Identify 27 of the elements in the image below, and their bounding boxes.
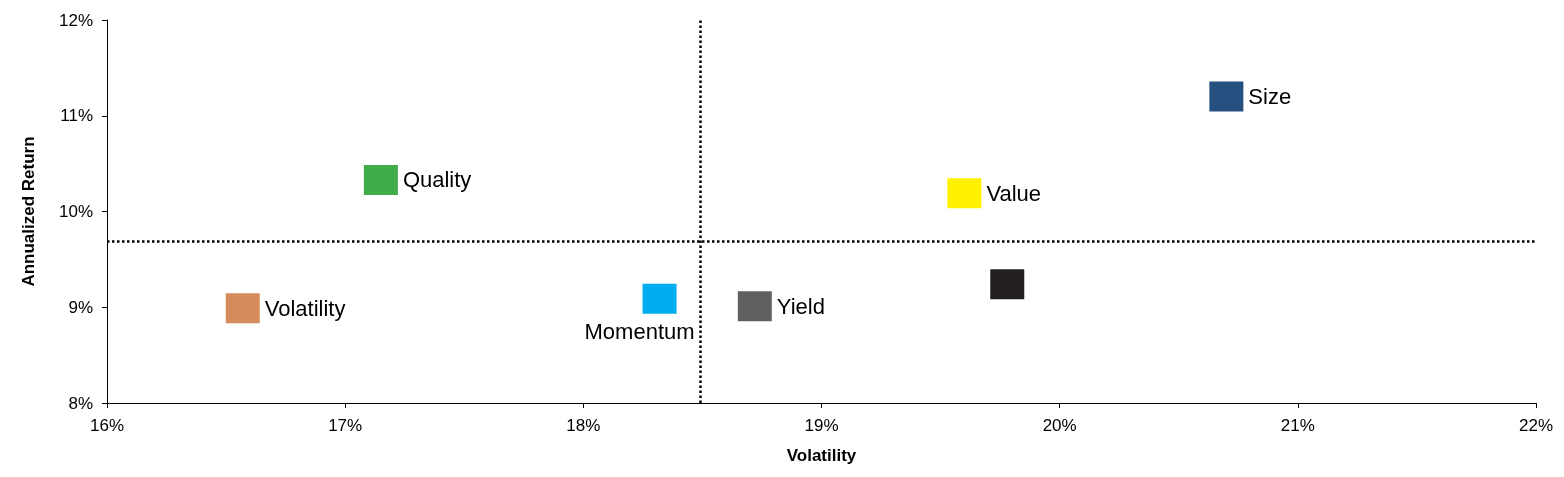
x-tick-label: 18%	[566, 416, 601, 435]
y-tick-label: 9%	[68, 297, 93, 317]
y-axis-title: Annualized Return	[19, 136, 38, 287]
x-tick-label: 16%	[89, 416, 125, 435]
x-tick-label: 19%	[804, 416, 839, 435]
y-tick-label: 12%	[58, 10, 93, 30]
series-label: Value	[986, 180, 1042, 206]
x-tick-label: 20%	[1042, 416, 1077, 435]
point	[947, 178, 982, 209]
series-label: Quality	[402, 167, 472, 193]
series-label: Size	[1248, 84, 1292, 110]
series-label: Volatility	[264, 295, 346, 321]
y-tick-label: 8%	[68, 393, 93, 413]
series-label: Momentum	[584, 319, 695, 345]
x-tick-label: 17%	[328, 416, 363, 435]
point	[737, 291, 772, 322]
point	[642, 283, 677, 314]
point	[1209, 81, 1244, 112]
point	[990, 269, 1025, 300]
y-tick-label: 10%	[58, 202, 93, 221]
point	[363, 164, 398, 195]
x-axis-title: Volatility	[786, 446, 857, 465]
x-tick-label: 22%	[1518, 416, 1553, 435]
x-tick-label: 21%	[1280, 416, 1315, 435]
series-label: Yield	[776, 293, 825, 319]
point	[225, 293, 260, 324]
y-tick-label: 11%	[60, 106, 93, 126]
